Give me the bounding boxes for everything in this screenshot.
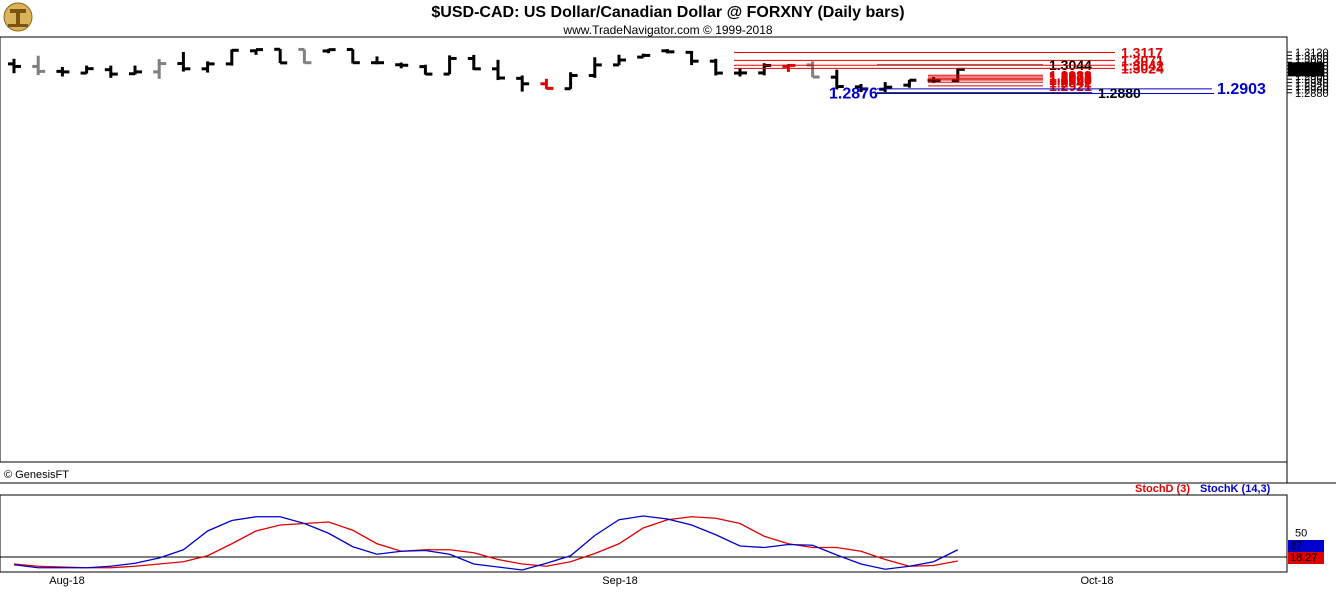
price-level-label: 1.2973 xyxy=(1049,69,1092,85)
price-tick-label: 1.2900 xyxy=(1295,84,1329,96)
price-tick-label: 1.3100 xyxy=(1295,50,1329,62)
price-tick-label: 1.2920 xyxy=(1295,81,1329,93)
stoch-k-last-label: 27 xyxy=(1290,540,1302,552)
price-level-label: 1.2876 xyxy=(829,85,878,102)
price-tick-label: 1.3120 xyxy=(1295,47,1329,59)
stoch-line xyxy=(13,516,958,569)
price-level-label: 1.2903 xyxy=(1217,81,1266,98)
stoch-pane xyxy=(0,494,1288,573)
price-level-label: 1.2921 xyxy=(1049,78,1092,94)
price-pane xyxy=(0,36,1288,463)
price-level-label: 1.3071 xyxy=(1121,52,1164,68)
stochastic-lines xyxy=(13,515,959,571)
chart-title: $USD-CAD: US Dollar/Canadian Dollar @ FO… xyxy=(431,4,904,21)
price-level-label: 1.2955 xyxy=(1049,72,1092,88)
last-price-marker: 1.3018 xyxy=(1288,62,1324,77)
copyright-label: © GenesisFT xyxy=(4,469,69,481)
stoch-d-last-label: 18.27 xyxy=(1290,552,1318,564)
price-level-label: 1.2983 xyxy=(1049,67,1092,83)
stoch-k-last-box xyxy=(1288,540,1324,552)
time-axis: Aug-18 Sep-18 Oct-18 xyxy=(49,575,1113,587)
price-level-label: 1.3042 xyxy=(1121,57,1164,73)
price-level-label: 1.2880 xyxy=(1098,85,1141,101)
price-level-label: 1.2942 xyxy=(1049,74,1092,90)
stoch-legend: StochD (3) StochK (14,3) xyxy=(1135,483,1271,495)
time-tick-label: Oct-18 xyxy=(1080,575,1113,587)
price-level-label: 1.3024 xyxy=(1121,60,1164,76)
time-tick-label: Aug-18 xyxy=(49,575,84,587)
ohlc-bars xyxy=(8,47,965,93)
price-level-label: 1.2963 xyxy=(1049,71,1092,87)
last-price-box xyxy=(1288,62,1324,77)
trader-logo-icon xyxy=(3,2,33,32)
stoch-line xyxy=(13,515,959,571)
time-tick-label: Sep-18 xyxy=(602,575,637,587)
stoch-tick-label: 50 xyxy=(1295,528,1307,540)
price-level-label: 1.3117 xyxy=(1121,45,1163,61)
stoch-k-legend: StochK (14,3) xyxy=(1200,483,1271,495)
last-price-label: 1.3018 xyxy=(1290,64,1324,76)
price-tick-label: 1.2880 xyxy=(1295,88,1329,100)
chart-subtitle: www.TradeNavigator.com © 1999-2018 xyxy=(562,23,772,37)
price-tick-label: 1.2940 xyxy=(1295,78,1329,90)
stoch-d-legend: StochD (3) xyxy=(1135,483,1190,495)
stoch-d-last-box xyxy=(1288,552,1324,564)
price-tick-label: 1.2960 xyxy=(1295,74,1329,86)
